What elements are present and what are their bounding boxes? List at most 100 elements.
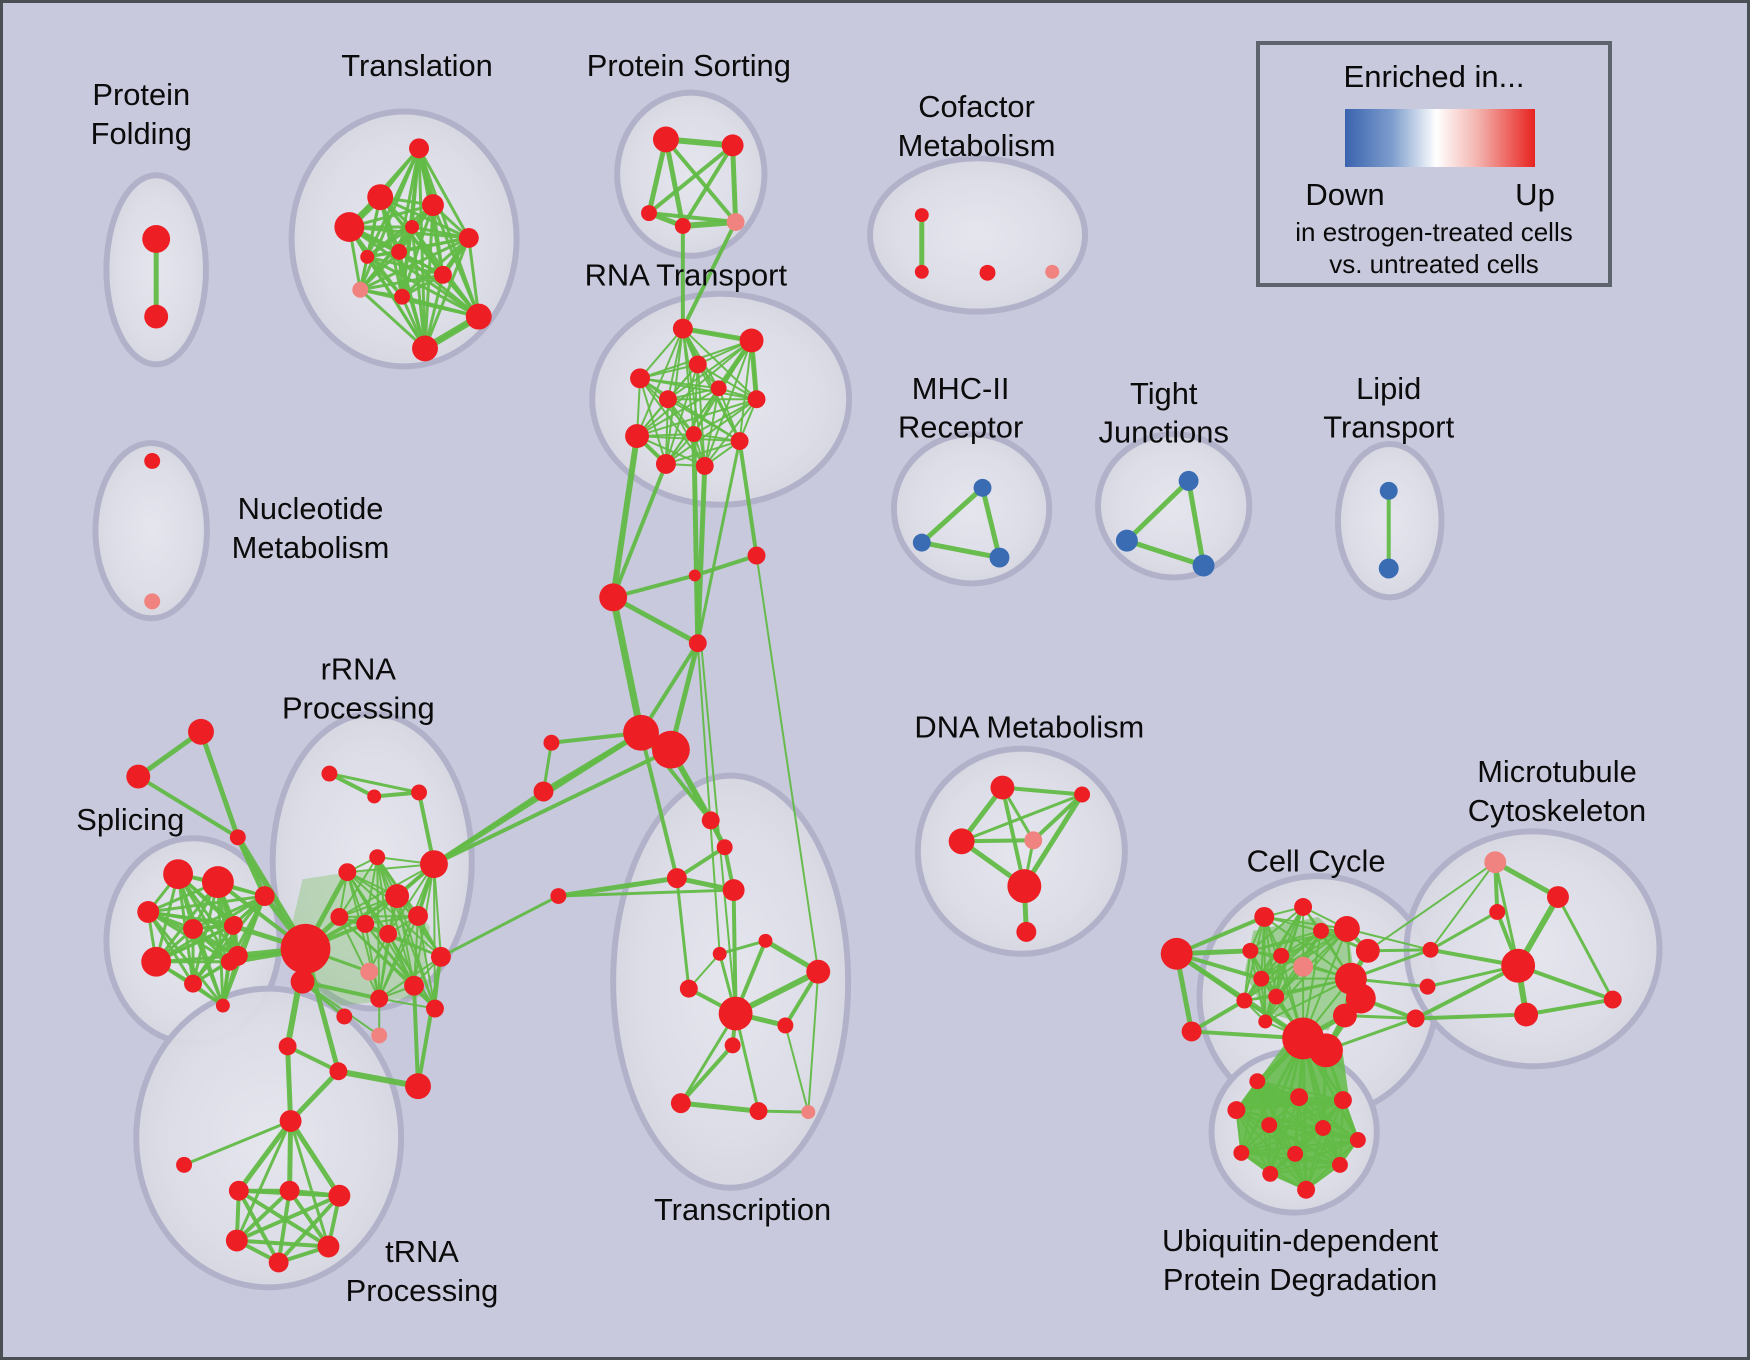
enrichment-edge <box>703 387 720 467</box>
gene-set-node <box>330 907 349 926</box>
enrichment-edge <box>980 485 1002 561</box>
gene-set-node <box>1261 1117 1278 1133</box>
gene-set-node <box>1315 1120 1331 1136</box>
enrichment-edge <box>276 1193 342 1265</box>
enrichment-edge <box>378 932 390 1000</box>
gene-set-node <box>184 974 202 993</box>
gene-set-node <box>679 979 698 998</box>
gene-set-node <box>979 264 996 281</box>
enrichment-edge <box>423 236 471 350</box>
gene-set-node <box>430 946 451 967</box>
gene-set-node <box>1484 851 1507 874</box>
gene-set-node <box>1287 1145 1304 1162</box>
enrichment-edge <box>417 914 436 1010</box>
cluster-label-cofactor: Metabolism <box>898 128 1056 163</box>
gene-set-node <box>1178 470 1199 491</box>
gene-set-node <box>688 355 707 374</box>
gene-set-node <box>695 456 714 475</box>
gene-set-node <box>425 999 444 1018</box>
enrichment-edge <box>663 137 738 225</box>
gene-set-node <box>914 208 929 223</box>
enrichment-edge <box>146 894 267 914</box>
enrichment-edge <box>609 593 645 737</box>
legend-title: Enriched in... <box>1343 59 1525 94</box>
enrichment-edge <box>1429 910 1499 952</box>
enrichment-edge <box>358 288 427 350</box>
enrichment-edge <box>666 398 741 443</box>
enrichment-edge <box>919 485 986 546</box>
enrichment-edge <box>1263 915 1348 930</box>
enrichment-edge <box>696 363 741 443</box>
gene-set-node <box>409 138 429 159</box>
gene-set-node <box>465 303 492 330</box>
enrichment-edge <box>154 894 267 964</box>
cluster-label-tight: Tight <box>1130 376 1198 411</box>
gene-set-node <box>422 194 444 217</box>
gene-set-node <box>1294 898 1313 916</box>
gene-set-node <box>254 886 275 906</box>
enrichment-edge <box>678 1100 762 1114</box>
enrichment-edge <box>703 339 753 467</box>
gene-set-node <box>1181 1021 1202 1042</box>
gene-set-node <box>1379 481 1398 500</box>
enrichment-edge <box>1413 1012 1529 1021</box>
enrichment-edge <box>1366 861 1497 952</box>
enrichment-edge <box>1413 963 1521 1021</box>
enrichment-edge <box>236 894 267 958</box>
enrichment-edge <box>400 295 481 319</box>
enrichment-edge <box>358 146 421 292</box>
gene-set-node <box>360 962 379 981</box>
gene-set-node <box>1333 915 1360 942</box>
enrichment-edge <box>1492 859 1561 900</box>
enrichment-edge <box>412 983 421 1089</box>
gene-set-node <box>228 1180 249 1201</box>
gene-set-node <box>1290 1088 1309 1107</box>
enrichment-edge <box>191 922 237 986</box>
cluster-ellipse-protein_sorting <box>614 89 768 259</box>
gene-set-node <box>718 996 753 1031</box>
enrichment-edge <box>1268 1124 1359 1141</box>
enrichment-edge <box>784 1024 810 1114</box>
gene-set-node <box>670 1093 691 1114</box>
enrichment-edge <box>1256 1080 1308 1191</box>
enrichment-edge <box>1264 977 1352 1023</box>
legend-box: Enriched in... Down Up in estrogen-treat… <box>1256 41 1612 287</box>
enrichment-edge <box>696 439 742 645</box>
gene-set-node <box>641 205 657 222</box>
gene-set-node <box>1547 886 1569 908</box>
gene-set-node <box>144 304 169 329</box>
gene-set-node <box>367 184 394 211</box>
enrichment-edge <box>636 387 720 438</box>
enrichment-edge <box>1268 1036 1305 1176</box>
gene-set-node <box>458 228 479 248</box>
gene-set-node <box>408 905 428 926</box>
enrichment-edge <box>692 398 758 436</box>
gene-set-node <box>1242 942 1259 959</box>
gene-set-node <box>1297 1180 1316 1199</box>
enrichment-edge <box>235 1119 293 1243</box>
gene-set-node <box>989 547 1010 568</box>
gene-set-node <box>411 784 427 801</box>
gene-set-node <box>371 1027 388 1044</box>
enrichment-edge <box>611 573 697 600</box>
enrichment-edge <box>738 339 753 443</box>
gene-set-node <box>328 1184 351 1207</box>
gene-set-node <box>739 328 764 353</box>
gene-set-node <box>721 134 744 157</box>
enrichment-edge <box>1124 478 1192 544</box>
enrichment-edge <box>1031 792 1085 843</box>
gene-set-node <box>1378 558 1399 579</box>
cluster-label-ubiquitin: Protein Degradation <box>1163 1262 1437 1297</box>
gene-set-node <box>188 718 214 745</box>
enrichment-edge <box>358 225 414 292</box>
enrichment-edge <box>378 914 420 1000</box>
enrichment-edge <box>287 1118 294 1194</box>
gene-set-node <box>338 863 357 882</box>
enrichment-edge <box>731 888 738 1016</box>
gene-set-node <box>367 789 382 804</box>
enrichment-edge <box>285 1043 294 1124</box>
gene-set-node <box>356 914 375 933</box>
gene-set-node <box>1007 869 1042 904</box>
gene-set-node <box>685 426 702 443</box>
legend-up-label: Up <box>1515 177 1555 212</box>
